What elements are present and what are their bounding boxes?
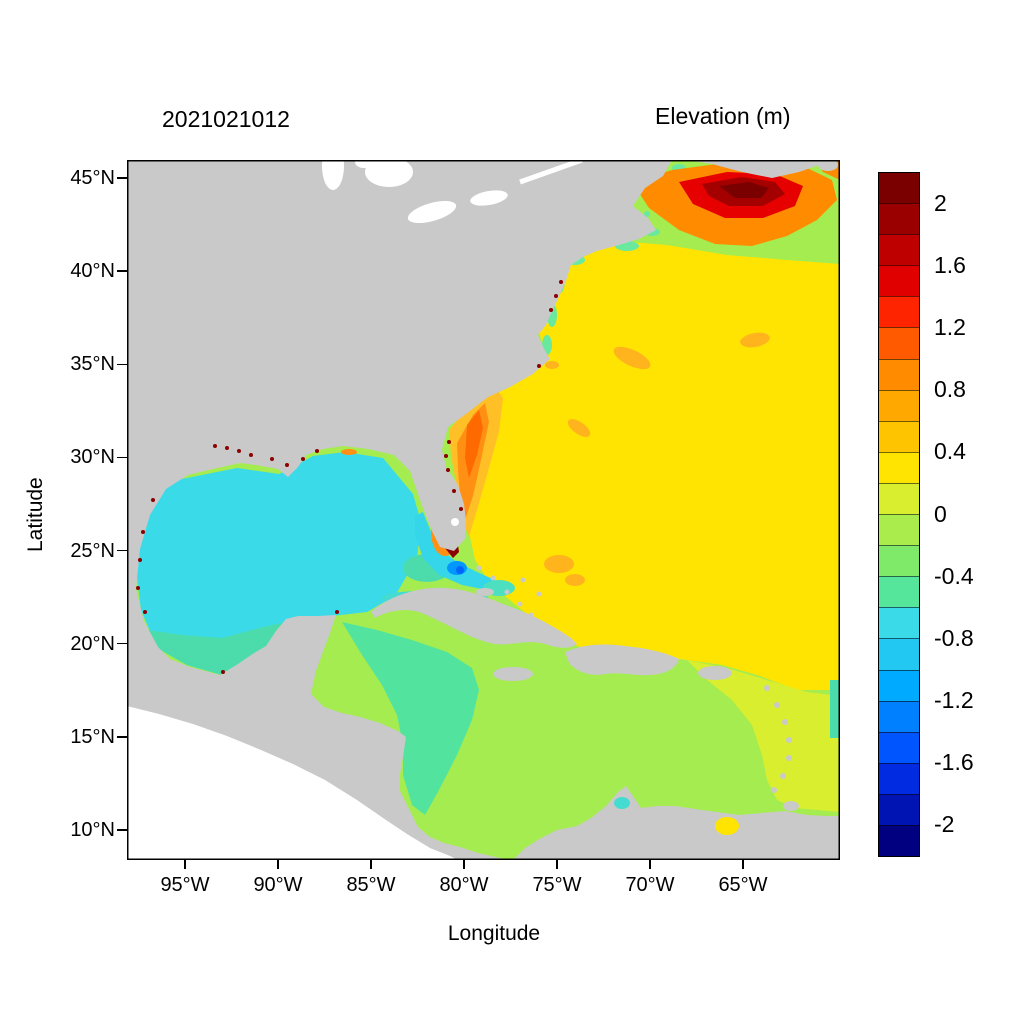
colorbar-segment [879,607,919,639]
region-se-coast-orange-core [465,410,483,478]
colorbar-segment [879,327,919,359]
y-tick-mark [117,642,127,645]
land-bahamas [476,565,542,618]
map-canvas [127,160,840,860]
y-tick-label: 10°N [70,819,115,841]
colorbar-tick-label: -2 [934,810,955,837]
x-tick-label: 65°W [718,874,768,896]
region-west-caribbean-teal [342,622,479,815]
colorbar-tick-label: 1.2 [934,314,966,341]
land-puerto-rico [698,666,732,680]
y-tick-mark [117,549,127,552]
colorbar-segment [879,265,919,297]
x-tick-label: 85°W [346,874,396,896]
land-cape-breton [818,160,838,171]
region-campeche-teal [147,622,287,675]
colorbar-tick-label: 2 [934,190,947,217]
colorbar-tick-label: 0 [934,500,947,527]
y-tick-mark [117,270,127,272]
y-tick-label: 15°N [70,725,115,748]
colorbar-segment [879,700,919,732]
colorbar-tick-label: 0.4 [934,438,966,465]
x-axis-label: Longitude [447,922,541,945]
colorbar-segment [879,173,919,204]
colorbar-segment [879,514,919,546]
coastal-surge-specks [136,280,563,674]
map-plot [127,160,840,860]
colorbar-tick-label: -0.8 [934,624,974,651]
region-gulf-stream-eddies [544,332,770,586]
region-maracaibo-teal [614,797,630,809]
y-tick-mark [117,363,127,366]
colorbar-segment [879,638,919,670]
x-tick-mark [277,860,279,869]
x-tick-mark [370,860,372,869]
y-tick-label: 45°N [70,167,115,189]
region-venezuela-yellow-spot [715,817,739,835]
x-tick-mark [742,860,744,869]
x-tick-label: 95°W [160,874,210,896]
plot-frame [127,160,840,860]
colorbar-title: Elevation (m) [655,103,791,129]
colorbar-segment [879,669,919,701]
land-jamaica [493,667,533,681]
x-tick-label: 75°W [532,874,582,896]
colorbar-segment [879,731,919,763]
y-tick-mark [117,177,127,179]
colorbar-segment [879,793,919,825]
colorbar-segment [879,576,919,608]
land-hispaniola [565,644,679,676]
x-tick-mark [556,860,558,869]
colorbar-segment [879,420,919,452]
colorbar-segment [879,358,919,390]
land-nova-scotia [687,160,827,178]
colorbar-segment [879,482,919,515]
outside-domain-pacific [127,706,458,860]
x-tick-label: 80°W [439,874,489,896]
colorbar-tick-label: -1.6 [934,748,974,775]
x-tick-mark [649,860,651,869]
colorbar-tick-label: 0.8 [934,376,966,403]
x-tick-label: 70°W [625,874,675,896]
x-tick-label: 90°W [253,874,303,896]
x-tick-mark [184,860,186,869]
colorbar-segment [879,389,919,421]
timestamp-title: 2021021012 [162,106,290,132]
colorbar-segment [879,451,919,483]
st-lawrence-river [519,160,583,185]
y-tick-mark [117,829,127,831]
region-right-edge-teal [830,680,840,738]
colorbar-segment [879,203,919,235]
land-south-america [513,786,840,860]
colorbar-tick-label: -0.4 [934,562,974,589]
colorbar-segment [879,234,919,266]
y-tick-label: 40°N [70,260,115,283]
y-tick-label: 30°N [70,446,115,469]
great-lakes [322,160,508,224]
region-gulf-of-mexico [135,452,421,675]
land-lesser-antilles [764,685,799,811]
land-cuba [371,587,577,648]
y-tick-label: 20°N [70,632,115,655]
y-tick-mark [117,736,127,738]
y-tick-label: 35°N [70,353,115,376]
x-tick-mark [463,860,465,869]
lake-okeechobee [451,518,459,526]
region-gulf-of-maine-maroon-core [719,182,769,198]
colorbar-segment [879,824,919,857]
region-atlantic-yellow [457,240,840,690]
region-strait-deep-blue [456,566,464,574]
colorbar-segment [879,545,919,577]
colorbar [878,172,920,857]
y-tick-mark [117,456,127,459]
colorbar-tick-label: -1.2 [934,686,974,713]
colorbar-segment [879,762,919,794]
land-north-america [127,160,672,860]
colorbar-segment [879,296,919,328]
colorbar-tick-label: 1.6 [934,252,966,279]
region-yellow-green-se [687,660,840,812]
region-florida-strait [415,512,495,590]
y-tick-label: 25°N [70,539,115,562]
